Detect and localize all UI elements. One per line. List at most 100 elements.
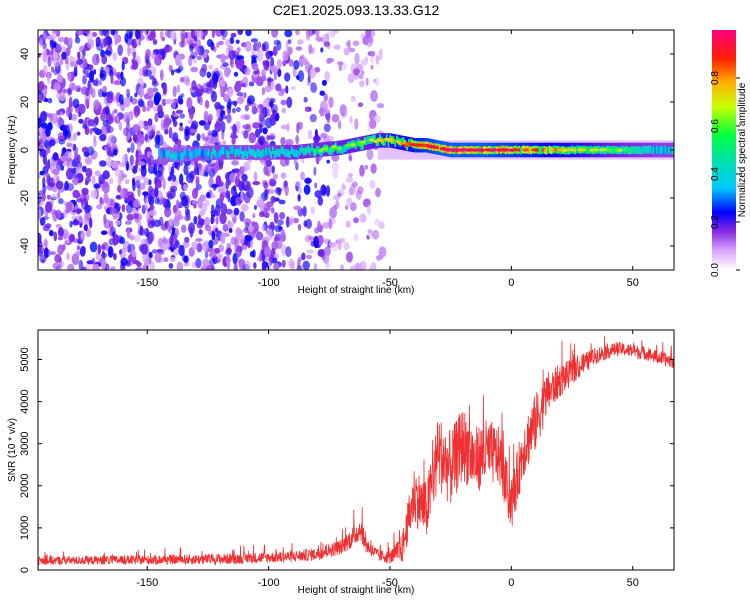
noise-speck [168, 126, 173, 139]
ridge-mid [207, 148, 211, 157]
noise-speck [82, 68, 89, 74]
ridge-mid [644, 145, 647, 154]
noise-speck [349, 116, 353, 124]
noise-speck [38, 131, 41, 138]
ridge-mid [205, 151, 209, 160]
noise-speck [191, 200, 199, 205]
noise-speck [196, 133, 201, 142]
noise-speck [46, 35, 54, 41]
noise-speck [56, 74, 64, 85]
noise-speck [332, 169, 339, 180]
noise-speck [87, 119, 95, 127]
noise-speck [100, 244, 106, 250]
spectrogram-x-tick-label: 50 [627, 277, 639, 289]
noise-speck [269, 113, 277, 126]
noise-speck [50, 251, 56, 256]
noise-speck [209, 251, 217, 258]
noise-speck [360, 260, 367, 270]
noise-speck [238, 180, 245, 192]
noise-speck [225, 179, 230, 191]
noise-speck [359, 80, 365, 88]
noise-speck [150, 204, 155, 210]
noise-speck [60, 46, 67, 53]
noise-speck [40, 71, 44, 76]
colorbar-tick-label: 0.6 [710, 119, 721, 133]
noise-speck [284, 30, 293, 38]
noise-speck [81, 266, 87, 270]
noise-speck [375, 54, 380, 65]
ridge-mid [244, 148, 248, 157]
noise-speck [103, 30, 110, 38]
colorbar-tick-label: 0.4 [710, 167, 721, 181]
noise-speck [173, 68, 182, 73]
noise-speck [157, 48, 166, 55]
ridge-mid [243, 151, 246, 159]
noise-speck [72, 189, 80, 199]
ridge-mid [312, 148, 316, 156]
spectrogram-y-tick-label: 0 [19, 147, 31, 153]
noise-speck [226, 242, 232, 248]
noise-speck [50, 66, 55, 73]
noise-speck [216, 180, 224, 187]
noise-speck [167, 193, 173, 200]
noise-speck [367, 229, 373, 234]
noise-speck [311, 47, 315, 54]
noise-speck [252, 181, 261, 186]
noise-speck [307, 129, 313, 140]
noise-speck [173, 119, 178, 127]
noise-speck [229, 36, 235, 45]
noise-speck [106, 93, 114, 104]
snr-y-axis: 0 1000 2000 3000 4000 5000 [19, 347, 674, 573]
noise-speck [280, 172, 287, 179]
noise-speck [53, 42, 57, 48]
noise-speck [66, 183, 75, 192]
noise-speck [83, 151, 90, 157]
noise-speck [229, 58, 233, 66]
noise-speck [77, 87, 81, 92]
ridge-mid [263, 149, 267, 158]
noise-speck [68, 96, 73, 108]
noise-speck [228, 50, 236, 60]
ridge-mid [520, 146, 523, 155]
ridge-mid [195, 149, 199, 158]
noise-speck [163, 118, 168, 127]
noise-speck [154, 185, 159, 198]
noise-speck [272, 108, 276, 115]
noise-speck [191, 80, 197, 91]
noise-speck [201, 63, 208, 73]
noise-speck [337, 61, 344, 66]
noise-speck [326, 112, 331, 124]
noise-speck [262, 60, 266, 66]
noise-speck [71, 159, 78, 168]
noise-speck [39, 38, 43, 48]
noise-speck [285, 85, 289, 94]
noise-speck [295, 46, 303, 51]
snr-x-tick-label: -100 [258, 577, 280, 589]
noise-speck [239, 211, 245, 222]
noise-speck [244, 104, 249, 112]
noise-speck [176, 261, 183, 270]
noise-speck [261, 87, 265, 96]
noise-speck [151, 249, 158, 254]
ridge-mid [187, 151, 190, 159]
noise-speck [100, 111, 106, 122]
noise-speck [331, 162, 340, 172]
noise-speck [270, 65, 278, 73]
noise-speck [370, 64, 374, 70]
noise-speck [169, 256, 176, 263]
noise-speck [277, 68, 282, 77]
ridge-mid [185, 148, 188, 157]
noise-speck [274, 233, 281, 241]
noise-speck [218, 161, 224, 170]
noise-speck [203, 110, 209, 123]
noise-speck [194, 188, 199, 193]
noise-speck [306, 249, 314, 254]
noise-speck [371, 114, 375, 122]
ridge-mid [401, 137, 404, 146]
noise-speck [220, 30, 225, 36]
noise-speck [106, 188, 110, 193]
noise-speck [44, 248, 51, 258]
noise-speck [256, 41, 261, 52]
ridge-mid [163, 149, 166, 158]
noise-speck [71, 57, 77, 63]
